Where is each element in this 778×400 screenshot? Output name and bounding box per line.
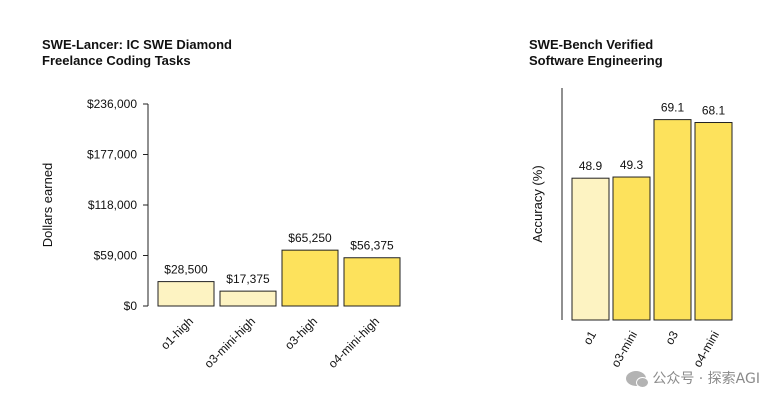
- y-axis-label: Accuracy (%): [530, 165, 545, 242]
- bar: [694, 122, 733, 321]
- x-tick-label: o3-mini-high: [202, 314, 259, 371]
- chart-title-swe-bench: SWE-Bench Verified Software Engineering: [529, 37, 729, 69]
- wechat-icon: [626, 370, 650, 388]
- bar: [612, 176, 651, 321]
- x-tick-label: o3-high: [282, 314, 320, 352]
- bar: [157, 281, 215, 307]
- data-label: 48.9: [579, 159, 603, 173]
- x-tick-label: o3: [662, 328, 681, 347]
- data-label: $28,500: [164, 263, 208, 277]
- data-label: 49.3: [620, 158, 644, 172]
- data-label: $17,375: [226, 272, 270, 286]
- y-tick-label: $236,000: [87, 97, 137, 111]
- y-tick-label: $118,000: [88, 198, 137, 212]
- data-label: $56,375: [350, 239, 394, 253]
- bar: [343, 257, 401, 307]
- data-label: $65,250: [288, 231, 332, 245]
- watermark-text: 公众号 · 探索AGI: [652, 371, 760, 387]
- chart-title-line: SWE-Lancer: IC SWE Diamond: [42, 37, 232, 52]
- y-axis-label: Dollars earned: [40, 163, 55, 248]
- x-tick-label: o1: [580, 328, 599, 347]
- chart-title-swe-lancer: SWE-Lancer: IC SWE Diamond Freelance Cod…: [42, 37, 302, 69]
- y-tick-label: $0: [124, 299, 138, 313]
- bar: [571, 177, 610, 321]
- y-tick-label: $59,000: [94, 249, 138, 263]
- watermark: 公众号 · 探索AGI: [626, 368, 760, 388]
- x-tick-label: o1-high: [158, 314, 196, 352]
- chart-title-line: Software Engineering: [529, 53, 663, 68]
- chart-title-line: SWE-Bench Verified: [529, 37, 654, 52]
- x-tick-label: o4-mini-high: [326, 314, 383, 371]
- data-label: 69.1: [661, 101, 685, 115]
- bar: [219, 290, 277, 307]
- chart-title-line: Freelance Coding Tasks: [42, 53, 191, 68]
- bar: [653, 119, 692, 321]
- bar: [281, 249, 339, 307]
- data-label: 68.1: [702, 104, 726, 118]
- x-tick-label: o4-mini: [690, 329, 722, 370]
- x-tick-label: o3-mini: [608, 329, 640, 370]
- y-tick-label: $177,000: [87, 148, 137, 162]
